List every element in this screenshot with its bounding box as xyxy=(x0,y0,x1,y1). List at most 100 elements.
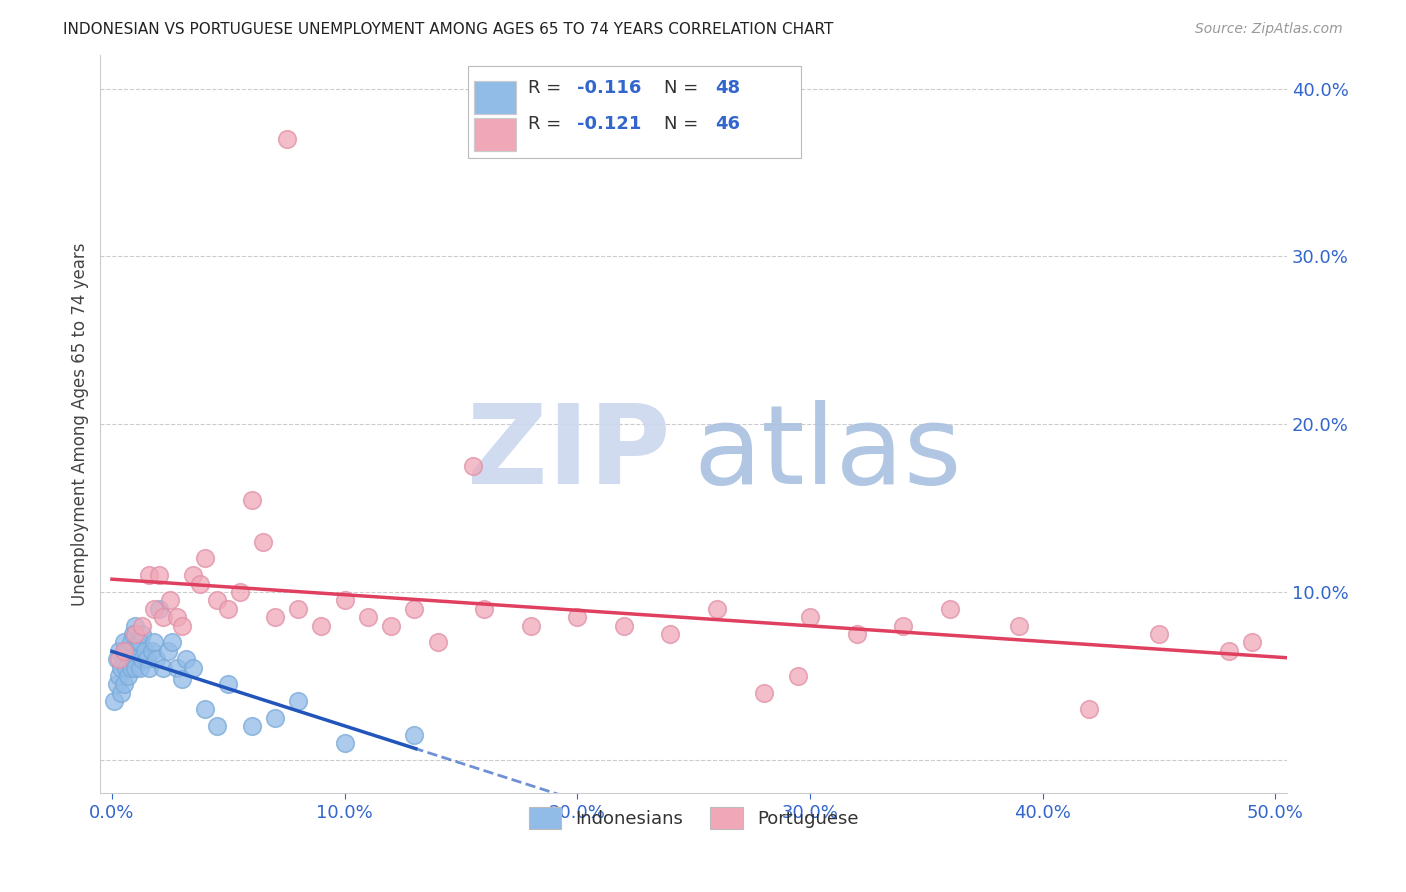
Point xyxy=(287,602,309,616)
Point xyxy=(287,694,309,708)
Point xyxy=(240,492,263,507)
Point xyxy=(103,694,125,708)
Point xyxy=(1008,618,1031,632)
Point xyxy=(799,610,821,624)
Point xyxy=(127,635,149,649)
Point xyxy=(1241,635,1264,649)
Point xyxy=(124,618,146,632)
Point xyxy=(311,618,333,632)
Point xyxy=(1147,627,1170,641)
Point xyxy=(229,585,252,599)
Point xyxy=(333,736,356,750)
Point xyxy=(108,669,131,683)
Point xyxy=(112,677,135,691)
Point xyxy=(105,652,128,666)
Point xyxy=(120,660,142,674)
Point xyxy=(205,719,228,733)
Point xyxy=(461,459,484,474)
Point xyxy=(110,686,132,700)
Point xyxy=(333,593,356,607)
Point xyxy=(129,660,152,674)
Point xyxy=(404,728,426,742)
Point xyxy=(706,602,728,616)
Legend: Indonesians, Portuguese: Indonesians, Portuguese xyxy=(522,799,866,836)
Point xyxy=(1078,702,1101,716)
Point xyxy=(166,610,188,624)
Point xyxy=(426,635,449,649)
Point xyxy=(380,618,402,632)
Point xyxy=(567,610,589,624)
Point xyxy=(166,660,188,674)
Point xyxy=(183,660,205,674)
Point xyxy=(252,534,274,549)
Point xyxy=(787,669,810,683)
Text: -0.116: -0.116 xyxy=(578,79,641,97)
Point xyxy=(117,644,139,658)
Point xyxy=(108,644,131,658)
Point xyxy=(659,627,682,641)
Point xyxy=(205,593,228,607)
Text: INDONESIAN VS PORTUGUESE UNEMPLOYMENT AMONG AGES 65 TO 74 YEARS CORRELATION CHAR: INDONESIAN VS PORTUGUESE UNEMPLOYMENT AM… xyxy=(63,22,834,37)
Text: R =: R = xyxy=(527,115,567,133)
Point xyxy=(115,644,138,658)
FancyBboxPatch shape xyxy=(474,81,516,114)
Point xyxy=(263,711,285,725)
Point xyxy=(127,644,149,658)
FancyBboxPatch shape xyxy=(468,66,800,159)
Point xyxy=(148,602,170,616)
Point xyxy=(122,652,145,666)
Text: N =: N = xyxy=(664,115,704,133)
Point xyxy=(112,635,135,649)
Text: Source: ZipAtlas.com: Source: ZipAtlas.com xyxy=(1195,22,1343,37)
Text: 48: 48 xyxy=(716,79,740,97)
Text: N =: N = xyxy=(664,79,704,97)
Point xyxy=(891,618,914,632)
Text: atlas: atlas xyxy=(693,401,962,508)
Point xyxy=(112,652,135,666)
Point xyxy=(357,610,380,624)
Point xyxy=(138,660,160,674)
Point xyxy=(613,618,636,632)
Point xyxy=(276,132,298,146)
Point xyxy=(217,602,239,616)
Point xyxy=(117,669,139,683)
Point xyxy=(1218,644,1240,658)
Point xyxy=(124,627,146,641)
Text: R =: R = xyxy=(527,79,567,97)
Point xyxy=(135,652,157,666)
Point xyxy=(141,644,163,658)
Point xyxy=(120,635,142,649)
Point xyxy=(129,635,152,649)
FancyBboxPatch shape xyxy=(474,118,516,151)
Point xyxy=(148,568,170,582)
Point xyxy=(142,602,165,616)
Point xyxy=(217,677,239,691)
Point xyxy=(170,673,193,687)
Point xyxy=(263,610,285,624)
Point xyxy=(938,602,960,616)
Point xyxy=(124,660,146,674)
Point xyxy=(176,652,198,666)
Point xyxy=(152,610,174,624)
Point xyxy=(240,719,263,733)
Point xyxy=(110,660,132,674)
Point xyxy=(156,644,179,658)
Point xyxy=(115,660,138,674)
Point xyxy=(105,677,128,691)
Point xyxy=(145,652,167,666)
Point xyxy=(194,702,217,716)
Point xyxy=(112,644,135,658)
Point xyxy=(122,627,145,641)
Point xyxy=(131,652,153,666)
Text: ZIP: ZIP xyxy=(467,401,671,508)
Point xyxy=(183,568,205,582)
Point xyxy=(162,635,184,649)
Point xyxy=(108,652,131,666)
Point xyxy=(131,627,153,641)
Point xyxy=(138,568,160,582)
Point xyxy=(472,602,495,616)
Point xyxy=(404,602,426,616)
Point xyxy=(134,644,156,658)
Point xyxy=(142,635,165,649)
Point xyxy=(170,618,193,632)
